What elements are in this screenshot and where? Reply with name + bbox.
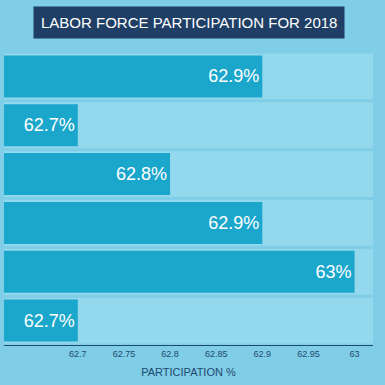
svg-text:62.9%: 62.9%: [208, 66, 259, 86]
svg-text:63: 63: [350, 349, 360, 359]
svg-text:62.75: 62.75: [113, 349, 136, 359]
svg-text:62.85: 62.85: [205, 349, 228, 359]
svg-text:62.9%: 62.9%: [208, 213, 259, 233]
svg-text:62.8: 62.8: [161, 349, 179, 359]
svg-text:LABOR FORCE PARTICIPATION FOR: LABOR FORCE PARTICIPATION FOR 2018: [41, 14, 337, 31]
svg-text:62.7%: 62.7%: [24, 115, 75, 135]
svg-text:62.9: 62.9: [254, 349, 272, 359]
svg-text:62.7: 62.7: [69, 349, 87, 359]
svg-text:62.7%: 62.7%: [24, 311, 75, 331]
svg-text:62.8%: 62.8%: [116, 164, 167, 184]
svg-text:62.95: 62.95: [297, 349, 320, 359]
svg-text:PARTICIPATION %: PARTICIPATION %: [141, 366, 236, 378]
svg-text:63%: 63%: [316, 262, 352, 282]
